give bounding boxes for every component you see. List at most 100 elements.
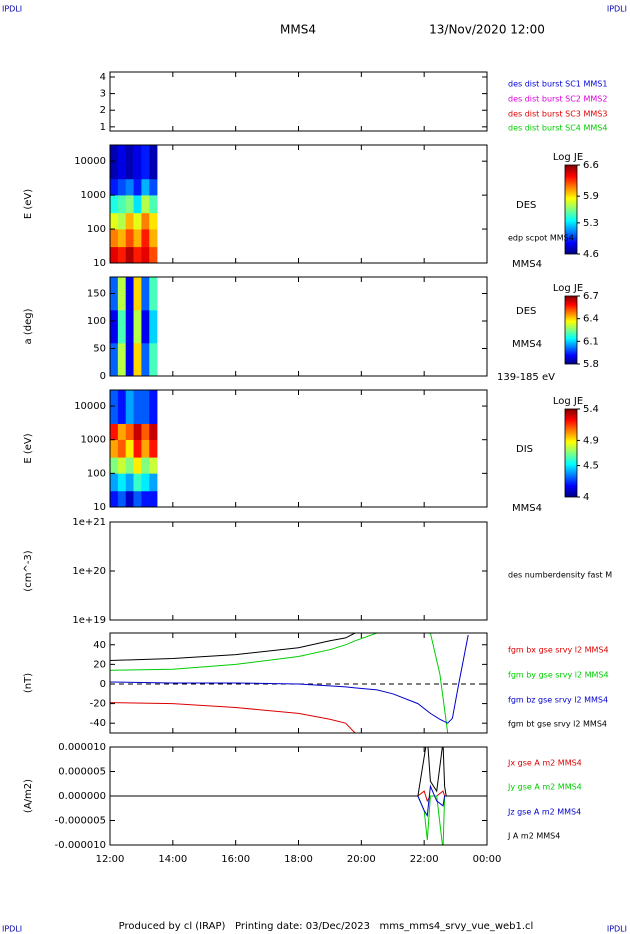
y-tick-label: 150 [87,289,106,300]
annotation: MMS4 [512,259,542,270]
y-axis-label: (A/m2) [23,779,34,813]
frame [109,389,488,508]
heatmap-cell [149,145,158,180]
heatmap-cell [117,423,127,441]
y-tick-label: 1000 [81,190,106,201]
colorbar [564,408,578,498]
legend-entry: fgm bz gse srvy l2 MMS4 [508,696,608,705]
series-line [110,747,487,797]
colorbar-tick-label: 4 [583,492,589,503]
heatmap-cell [133,390,142,424]
heatmap-cell [110,178,119,196]
x-tick-label: 00:00 [473,854,502,865]
heatmap-cell [110,423,119,441]
heatmap-cell [141,457,150,474]
y-tick-label: 0.000005 [58,767,106,778]
colorbar [564,164,578,255]
y-tick-label: -0.000005 [55,816,106,827]
heatmap-cell [149,490,158,507]
heatmap-cell [141,439,150,458]
colorbar-tick-label: 6.1 [583,336,599,347]
y-axis-label: (nT) [23,673,34,693]
y-tick-label: 10000 [74,401,106,412]
heatmap-cell [110,212,119,230]
heatmap-cell [141,390,150,424]
heatmap-cell [117,457,127,474]
legend-entry: fgm bx gse srvy l2 MMS4 [508,646,609,655]
legend-entry: des dist burst SC1 MMS1 [508,80,607,89]
heatmap-cell [133,457,142,474]
heatmap-cell [110,473,119,492]
y-tick-label: 0 [100,371,106,382]
colorbar-tick-label: 6.4 [583,314,599,325]
heatmap-cell [141,195,150,214]
heatmap-cell [149,423,158,441]
logo: IPDLI [2,5,22,14]
y-tick-label: 1 [100,122,106,133]
panel [110,633,487,733]
panel [110,277,158,376]
colorbar [564,295,578,365]
colorbar-tick-label: 4.6 [583,249,599,260]
colorbar-label: Log JE [553,152,583,163]
heatmap-cell [110,343,119,376]
panel [110,747,487,845]
annotation: des numberdensity fast M [508,571,612,580]
heatmap-cell [125,457,134,474]
x-tick-label: 20:00 [347,854,376,865]
title: MMS4 [280,23,316,37]
heatmap-cell [133,229,142,248]
panel [110,390,158,507]
panel [110,145,158,263]
y-axis-label: a (deg) [23,308,34,344]
heatmap-cell [149,457,158,474]
heatmap-cell [117,490,127,507]
heatmap-cell [117,195,127,214]
heatmap-cell [125,212,134,230]
heatmap-cell [117,212,127,230]
heatmap-cell [110,439,119,458]
colorbar-tick-label: 6.7 [583,291,599,302]
frame [109,521,488,621]
heatmap-cell [117,473,127,492]
y-tick-label: 0 [100,679,106,690]
legend-entry: fgm bt gse srvy l2 MMS4 [508,720,607,729]
y-tick-label: 10 [93,258,106,269]
y-tick-label: 4 [100,72,106,83]
heatmap-cell [141,423,150,441]
heatmap-cell [149,310,158,344]
series-line [110,633,356,661]
annotation: DES [516,200,536,211]
y-tick-label: 1e+21 [72,517,106,528]
legend-entry: des dist burst SC3 MMS3 [508,110,607,119]
heatmap-cell [141,343,150,376]
y-tick-label: 1e+20 [72,566,106,577]
legend-entry: des dist burst SC4 MMS4 [508,124,607,133]
annotation: 139-185 eV [497,372,555,383]
heatmap-cell [125,439,134,458]
x-tick-label: 18:00 [284,854,313,865]
heatmap-cell [133,145,142,180]
y-tick-label: 1e+19 [72,615,106,626]
heatmap-cell [125,178,134,196]
heatmap-cell [117,343,127,376]
heatmap-cell [141,178,150,196]
heatmap-cell [117,178,127,196]
heatmap-cell [110,490,119,507]
heatmap-cell [133,310,142,344]
heatmap-cell [141,145,150,180]
y-axis-label: (cm^-3) [23,550,34,591]
legend-entry: Jx gse A m2 MMS4 [507,759,582,768]
heatmap-cell [141,490,150,507]
heatmap-cell [110,246,119,263]
y-tick-label: -40 [90,718,106,729]
y-tick-label: 100 [87,316,106,327]
heatmap-cell [149,195,158,214]
y-tick-label: 50 [93,344,106,355]
x-tick-label: 16:00 [221,854,250,865]
y-axis-label: E (eV) [23,189,34,219]
heatmap-cell [117,310,127,344]
heatmap-cell [133,439,142,458]
x-tick-label: 12:00 [96,854,125,865]
